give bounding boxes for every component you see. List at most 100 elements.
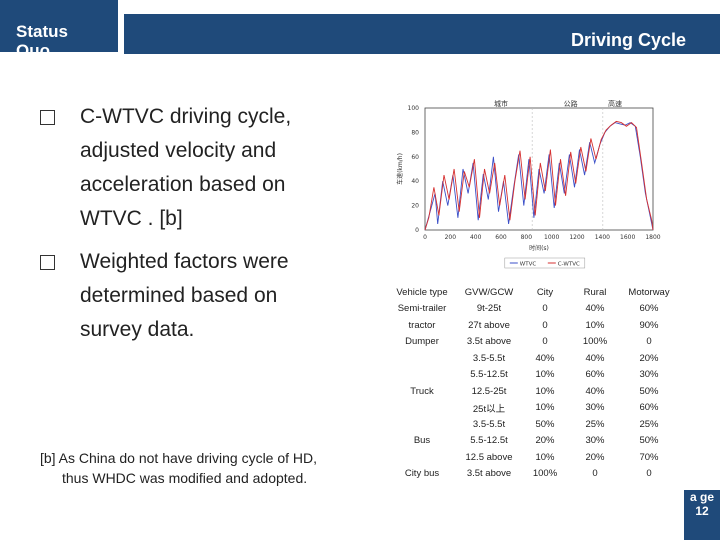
bullet-line: adjusted velocity and bbox=[80, 139, 277, 162]
table-cell: 40% bbox=[585, 385, 605, 397]
table-cell: 27t above bbox=[468, 319, 510, 331]
table-header-cell: City bbox=[536, 286, 554, 298]
bullet-line: determined based on bbox=[80, 284, 278, 307]
y-tick-label: 20 bbox=[411, 203, 419, 210]
checkbox-bullet-icon bbox=[40, 255, 55, 270]
segment-label: 高速 bbox=[608, 99, 622, 108]
table-cell: 10% bbox=[535, 402, 555, 414]
table-cell: 25% bbox=[585, 418, 605, 430]
x-tick-label: 800 bbox=[521, 234, 533, 241]
y-tick-label: 100 bbox=[408, 105, 420, 112]
table-row: Semi-trailer 9t-25t 0 40% 60% bbox=[388, 301, 676, 318]
table-row: 12.5 above 10% 20% 70% bbox=[388, 449, 676, 466]
x-tick-label: 0 bbox=[423, 234, 427, 241]
table-cell: 70% bbox=[639, 451, 659, 463]
table-cell: 50% bbox=[639, 385, 659, 397]
table-header-cell: GVW/GCW bbox=[464, 286, 514, 298]
table-cell: 10% bbox=[535, 451, 555, 463]
y-tick-label: 60 bbox=[411, 154, 419, 161]
table-row: City bus 3.5t above 100% 0 0 bbox=[388, 466, 676, 483]
page-number: a ge 12 bbox=[684, 490, 720, 540]
segment-label: 公路 bbox=[564, 99, 578, 108]
table-cell: 0 bbox=[542, 303, 548, 315]
checkbox-bullet-icon bbox=[40, 110, 55, 125]
segment-label: 城市 bbox=[494, 99, 508, 108]
table-cell: 50% bbox=[639, 435, 659, 447]
table-cell: 12.5 above bbox=[465, 451, 513, 463]
table-cell: 20% bbox=[585, 451, 605, 463]
table-cell bbox=[388, 416, 456, 433]
table-cell: Dumper bbox=[405, 336, 439, 348]
table-row: 5.5-12.5t 10% 60% 30% bbox=[388, 367, 676, 384]
bullet-line: survey data. bbox=[80, 318, 195, 341]
table-cell: 12.5-25t bbox=[471, 385, 507, 397]
table-header-cell: Rural bbox=[583, 286, 607, 298]
table-cell: 3.5t above bbox=[466, 468, 512, 480]
table-cell bbox=[388, 449, 456, 466]
table-cell: 40% bbox=[585, 352, 605, 364]
table-row: Bus 5.5-12.5t 20% 30% 50% bbox=[388, 433, 676, 450]
bullet-line: acceleration based on bbox=[80, 173, 286, 196]
table-cell: 60% bbox=[639, 303, 659, 315]
header-divider bbox=[124, 14, 134, 54]
table-cell bbox=[388, 350, 456, 367]
table-cell: Semi-trailer bbox=[397, 303, 447, 315]
table-cell: 5.5-12.5t bbox=[470, 435, 508, 447]
bullet-line: WTVC . [b] bbox=[80, 207, 183, 230]
x-tick-label: 1000 bbox=[544, 234, 559, 241]
table-cell bbox=[388, 367, 456, 384]
table-cell: 3.5-5.5t bbox=[472, 352, 506, 364]
table-header-cell: Vehicle type bbox=[396, 286, 448, 298]
table-cell: 40% bbox=[535, 352, 555, 364]
slide-title: Driving Cycle bbox=[570, 30, 686, 50]
table-cell: 20% bbox=[535, 435, 555, 447]
table-cell: 90% bbox=[639, 319, 659, 331]
table-cell: 5.5-12.5t bbox=[470, 369, 508, 381]
weighting-factors-table: Vehicle type GVW/GCW City Rural Motorway Semi… bbox=[388, 284, 676, 482]
table-cell: 10% bbox=[585, 319, 605, 331]
table-cell: 9t-25t bbox=[476, 303, 502, 315]
table-cell: 3.5t above bbox=[466, 336, 512, 348]
table-cell: 0 bbox=[542, 319, 548, 331]
table-cell: tractor bbox=[408, 319, 436, 331]
legend-box bbox=[504, 257, 586, 269]
table-cell: 3.5-5.5t bbox=[472, 418, 506, 430]
table-cell: 10% bbox=[535, 385, 555, 397]
section-label: Status Quo bbox=[16, 22, 68, 52]
table-cell: 30% bbox=[585, 402, 605, 414]
table-cell: 0 bbox=[592, 468, 598, 480]
x-tick-label: 1800 bbox=[645, 234, 660, 241]
y-tick-label: 40 bbox=[411, 178, 419, 185]
table-cell: 30% bbox=[585, 435, 605, 447]
table-cell: 100% bbox=[532, 468, 558, 480]
table-cell: 50% bbox=[535, 418, 555, 430]
table-cell: 40% bbox=[585, 303, 605, 315]
x-tick-label: 1600 bbox=[620, 234, 635, 241]
bullet-weighted-factors: Weighted factors were determined based o… bbox=[40, 245, 380, 347]
table-cell: 60% bbox=[639, 402, 659, 414]
table-cell: 0 bbox=[646, 336, 652, 348]
bullet-line: C-WTVC driving cycle, bbox=[80, 105, 292, 128]
table-row: 25t以上 10% 30% 60% bbox=[388, 400, 676, 417]
footnote: [b] As China do not have driving cycle o… bbox=[40, 448, 370, 488]
footnote-line-2: thus WHDC was modified and adopted. bbox=[62, 470, 308, 486]
table-cell: 10% bbox=[535, 369, 555, 381]
x-tick-label: 600 bbox=[495, 234, 507, 241]
x-tick-label: 1400 bbox=[595, 234, 610, 241]
table-cell: City bus bbox=[404, 468, 440, 480]
table-cell: 25t以上 bbox=[472, 403, 506, 415]
table-row: Truck 12.5-25t 10% 40% 50% bbox=[388, 383, 676, 400]
y-tick-label: 0 bbox=[415, 227, 419, 234]
table-row: tractor 27t above 0 10% 90% bbox=[388, 317, 676, 334]
table-cell: 20% bbox=[639, 352, 659, 364]
series-line-c-wtvc bbox=[424, 120, 654, 231]
header-bar bbox=[134, 14, 720, 54]
y-tick-label: 80 bbox=[411, 129, 419, 136]
table-header-row: Vehicle type GVW/GCW City Rural Motorway bbox=[388, 284, 676, 301]
table-header-cell: Motorway bbox=[628, 286, 670, 298]
table-cell: Bus bbox=[413, 435, 431, 447]
table-cell: 60% bbox=[585, 369, 605, 381]
table-row: 3.5-5.5t 40% 40% 20% bbox=[388, 350, 676, 367]
bullet-driving-cycle: C-WTVC driving cycle, adjusted velocity … bbox=[40, 100, 380, 236]
table-cell: 0 bbox=[542, 336, 548, 348]
